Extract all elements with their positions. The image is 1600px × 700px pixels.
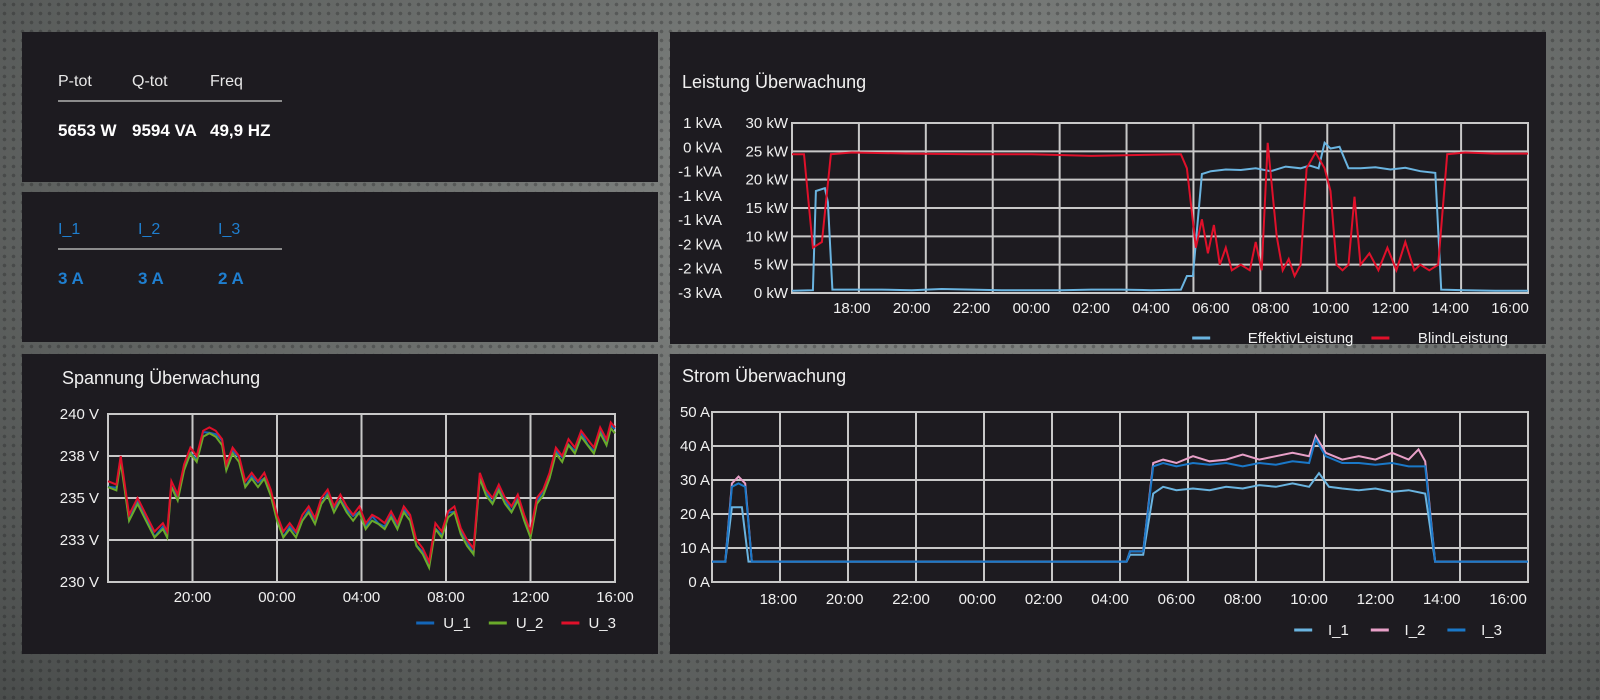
spannung-x-tick: 12:00 — [512, 589, 550, 606]
leistung-y-left-tick: -1 kVA — [678, 212, 722, 229]
strom-series-I_3 — [712, 436, 1528, 563]
leistung-y-right-tick: 15 kW — [745, 200, 788, 217]
summary-panel: P-tot Q-tot Freq 5653 W 9594 VA 49,9 HZ — [22, 32, 658, 182]
i1-header: I_1 — [58, 221, 81, 238]
strom-x-tick: 14:00 — [1423, 591, 1461, 608]
currents-panel: I_1 I_2 I_3 3 A 3 A 2 A — [22, 192, 658, 342]
spannung-y-tick: 233 V — [60, 532, 99, 549]
leistung-y-left-tick: -1 kVA — [678, 164, 722, 181]
i3-header: I_3 — [218, 221, 241, 238]
leistung-x-tick: 18:00 — [833, 300, 871, 317]
strom-x-tick: 18:00 — [760, 591, 798, 608]
power-summary-table: P-tot Q-tot Freq 5653 W 9594 VA 49,9 HZ — [58, 64, 282, 160]
spannung-legend-label: U_2 — [516, 615, 544, 632]
strom-title: Strom Überwachung — [682, 366, 847, 386]
spannung-legend-label: U_1 — [443, 615, 471, 632]
strom-x-tick: 10:00 — [1290, 591, 1328, 608]
freq-value: 49,9 HZ — [210, 121, 271, 140]
leistung-x-tick: 02:00 — [1072, 300, 1110, 317]
leistung-x-tick: 12:00 — [1372, 300, 1410, 317]
spannung-y-tick: 230 V — [60, 574, 99, 591]
leistung-x-tick: 08:00 — [1252, 300, 1290, 317]
leistung-y-right-tick: 30 kW — [745, 115, 788, 132]
strom-y-tick: 40 A — [680, 438, 710, 455]
strom-chart: 50 A 40 A 30 A 20 A 10 A 0 A 18:00 20:00 22:00 00… — [680, 404, 1529, 639]
leistung-x-tick: 20:00 — [893, 300, 931, 317]
spannung-x-tick: 00:00 — [258, 589, 296, 606]
strom-legend-label: I_1 — [1328, 622, 1349, 639]
leistung-y-right-tick: 20 kW — [745, 172, 788, 189]
leistung-series-BlindLeistung — [792, 142, 1528, 279]
leistung-y-right-tick: 5 kW — [754, 257, 789, 274]
spannung-x-tick: 04:00 — [343, 589, 381, 606]
strom-y-tick: 20 A — [680, 506, 710, 523]
leistung-x-tick: 10:00 — [1312, 300, 1350, 317]
leistung-y-left-tick: -1 kVA — [678, 188, 722, 205]
leistung-panel: Leistung Überwachung 1 kVA 0 kVA -1 kVA -1 … — [670, 32, 1546, 347]
spannung-chart: 240 V 238 V 235 V 233 V 230 V 20:00 00:00 04:00… — [60, 406, 634, 632]
i2-value: 3 A — [138, 269, 164, 288]
strom-y-tick: 30 A — [680, 472, 710, 489]
leistung-x-tick: 22:00 — [953, 300, 991, 317]
strom-x-tick: 20:00 — [826, 591, 864, 608]
leistung-x-tick: 00:00 — [1013, 300, 1051, 317]
spannung-panel: Spannung Überwachung 240 V 238 V 235 V 233 … — [22, 354, 658, 654]
i1-value: 3 A — [58, 269, 84, 288]
spannung-series-U_2 — [107, 426, 616, 572]
qtot-value: 9594 VA — [132, 121, 197, 140]
spannung-y-tick: 235 V — [60, 490, 99, 507]
currents-header: I_1 I_2 I_3 — [58, 212, 282, 250]
spannung-x-tick: 16:00 — [596, 589, 634, 606]
strom-x-tick: 08:00 — [1224, 591, 1262, 608]
strom-x-tick: 16:00 — [1489, 591, 1527, 608]
strom-y-tick: 0 A — [688, 574, 710, 591]
leistung-x-tick: 16:00 — [1491, 300, 1529, 317]
leistung-y-left-tick: -2 kVA — [678, 261, 722, 278]
leistung-y-left-tick: -3 kVA — [678, 285, 722, 302]
leistung-y-left-tick: -2 kVA — [678, 236, 722, 253]
spannung-title: Spannung Überwachung — [62, 368, 261, 388]
leistung-y-right-tick: 10 kW — [745, 228, 788, 245]
currents-values: 3 A 3 A 2 A — [58, 250, 282, 308]
strom-y-tick: 50 A — [680, 404, 710, 421]
strom-x-tick: 06:00 — [1158, 591, 1196, 608]
ptot-value: 5653 W — [58, 121, 117, 140]
strom-x-tick: 22:00 — [892, 591, 930, 608]
strom-x-tick: 12:00 — [1357, 591, 1395, 608]
leistung-title: Leistung Überwachung — [682, 72, 867, 92]
spannung-x-tick: 08:00 — [427, 589, 465, 606]
qtot-header: Q-tot — [132, 73, 168, 90]
currents-table: I_1 I_2 I_3 3 A 3 A 2 A — [58, 212, 282, 308]
leistung-x-tick: 04:00 — [1132, 300, 1170, 317]
leistung-y-right-tick: 0 kW — [754, 285, 789, 302]
leistung-legend-label: EffektivLeistung — [1248, 330, 1354, 347]
strom-panel: Strom Überwachung 50 A 40 A 30 A 20 A 10 A 0 … — [670, 354, 1546, 654]
leistung-legend-label: BlindLeistung — [1418, 330, 1508, 347]
strom-x-tick: 00:00 — [959, 591, 997, 608]
i3-value: 2 A — [218, 269, 244, 288]
leistung-chart: 1 kVA 0 kVA -1 kVA -1 kVA -1 kVA -2 kVA -2 kVA… — [678, 115, 1529, 347]
ptot-header: P-tot — [58, 73, 92, 90]
strom-legend-label: I_3 — [1481, 622, 1502, 639]
spannung-series-U_3 — [107, 420, 616, 566]
strom-legend-label: I_2 — [1405, 622, 1426, 639]
power-summary-values: 5653 W 9594 VA 49,9 HZ — [58, 102, 282, 160]
power-summary-header: P-tot Q-tot Freq — [58, 64, 282, 102]
leistung-y-right-tick: 25 kW — [745, 143, 788, 160]
spannung-y-tick: 240 V — [60, 406, 99, 423]
leistung-series-EffektivLeistung — [791, 140, 1528, 292]
freq-header: Freq — [210, 73, 243, 90]
leistung-x-tick: 06:00 — [1192, 300, 1230, 317]
leistung-y-left-tick: 1 kVA — [683, 115, 722, 132]
strom-x-tick: 04:00 — [1091, 591, 1129, 608]
spannung-x-tick: 20:00 — [174, 589, 212, 606]
leistung-x-tick: 14:00 — [1431, 300, 1469, 317]
leistung-y-left-tick: 0 kVA — [683, 139, 722, 156]
strom-x-tick: 02:00 — [1025, 591, 1063, 608]
strom-y-tick: 10 A — [680, 540, 710, 557]
spannung-y-tick: 238 V — [60, 448, 99, 465]
i2-header: I_2 — [138, 221, 161, 238]
spannung-legend-label: U_3 — [588, 615, 616, 632]
